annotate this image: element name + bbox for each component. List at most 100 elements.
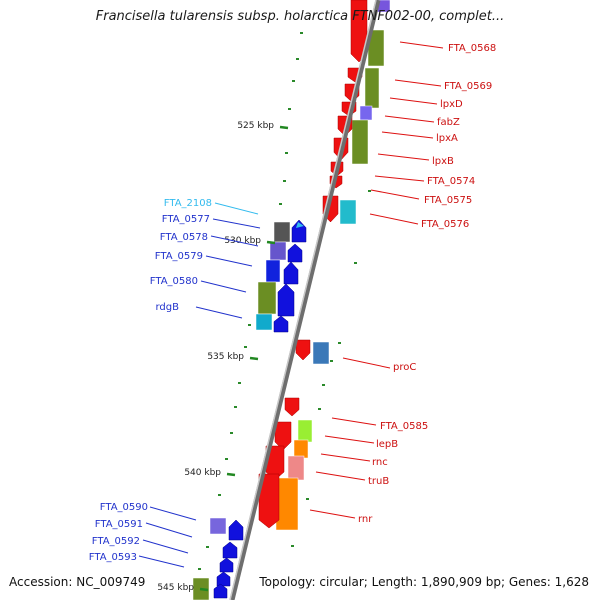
gene-label-lpxd: lpxD [440,99,463,110]
kbp-tick-label: 545 kbp [157,583,194,593]
kbp-tick-label: 525 kbp [237,121,274,131]
gc-dots [198,32,371,570]
gene-label-fabz: fabZ [437,117,460,128]
gene-label-fta-0568: FTA_0568 [448,43,496,54]
gene-arrow-forward [295,339,311,361]
gene-label-fta-0591: FTA_0591 [95,519,143,530]
gene-label-lepb: lepB [376,439,398,450]
gene-arrow-reverse [287,243,303,263]
label-leader-line [320,453,371,462]
label-leader-line [331,417,377,426]
gc-dot [218,494,221,496]
gc-dot [283,180,286,182]
gene-arrow-forward [284,397,300,417]
label-leader-line [309,509,356,519]
gene-label-fta-0579: FTA_0579 [155,251,203,262]
gene-label-fta-0576: FTA_0576 [421,219,469,230]
gc-dot [306,498,309,500]
gene-label-fta-0585: FTA_0585 [380,421,428,432]
gene-arrow-reverse [273,315,289,333]
gc-dot [318,408,321,410]
gc-dot [248,324,251,326]
gene-label-fta-0577: FTA_0577 [162,214,210,225]
gc-dot [285,152,288,154]
feature-block [287,455,305,481]
gc-dot [230,432,233,434]
gc-dot [291,545,294,547]
label-leader-line [145,522,193,538]
kbp-tick-mark [226,472,236,477]
gc-dot [244,346,247,348]
feature-block [312,341,330,365]
gene-label-fta-2108: FTA_2108 [164,198,212,209]
gene-arrow-forward [258,473,280,529]
kbp-tick-mark [199,587,209,592]
gene-arrow-forward [274,421,292,451]
gene-label-fta-0569: FTA_0569 [444,81,492,92]
gc-dot [198,568,201,570]
label-leader-line [384,115,435,123]
gene-labels: FTA_0568 FTA_0569 lpxD fabZ lpxA lpxB FTA_0574… [89,43,496,563]
gene-label-fta-0593: FTA_0593 [89,552,137,563]
gc-dot [368,190,371,192]
gc-dot [338,342,341,344]
kbp-tick-mark [279,125,289,130]
label-leader-line [342,357,391,369]
feature-block [209,517,227,535]
gc-dot [292,80,295,82]
gene-label-trub: truB [368,476,389,487]
gene-label-fta-0590: FTA_0590 [100,502,148,513]
label-leader-line [324,435,375,444]
label-leader-line [369,213,419,225]
kbp-tick-label: 530 kbp [224,236,261,246]
gene-arrow-reverse [222,541,238,559]
accession-text: Accession: NC_009749 [9,575,146,589]
gc-dot [330,360,333,362]
kbp-tick-mark [249,356,259,361]
gene-arrow-reverse [283,261,299,285]
label-leader-line [149,506,197,521]
label-leader-line [377,153,430,161]
gc-dot [279,203,282,205]
feature-block [265,259,281,283]
kbp-tick-mark [266,240,276,245]
gene-label-fta-0578: FTA_0578 [160,232,208,243]
kbp-tick-label: 540 kbp [184,468,221,478]
label-leader-line [381,131,434,139]
feature-block [359,105,373,121]
topology-text: Topology: circular; Length: 1,890,909 bp… [259,575,589,589]
label-leader-line [214,202,259,215]
gene-label-proc: proC [393,362,416,373]
label-leader-line [200,280,247,293]
feature-block [269,241,287,261]
gene-arrow-reverse [219,557,234,573]
label-leader-line [374,175,425,182]
gene-arrow-reverse [228,519,244,541]
gc-dot [234,406,237,408]
backbone-line [229,0,381,600]
feature-block [339,199,357,225]
feature-block [293,439,309,459]
label-leader-line [370,189,420,200]
gene-label-fta-0592: FTA_0592 [92,536,140,547]
gene-label-lpxa: lpxA [436,133,458,144]
label-leader-line [389,97,438,105]
gene-label-rnr: rnr [358,514,373,525]
feature-block [257,281,277,315]
label-leader-line [315,471,366,481]
gene-arrow-reverse [213,583,228,599]
gc-dot [206,546,209,548]
feature-block [351,119,369,165]
feature-block [275,477,299,531]
label-leader-line [205,255,253,267]
label-leader-line [212,218,261,229]
label-leader-line [399,41,444,49]
label-leader-line [210,235,259,247]
gene-label-rnc: rnc [372,457,388,468]
gene-label-fta-0574: FTA_0574 [427,176,475,187]
gene-label-fta-0580: FTA_0580 [150,276,198,287]
kbp-ticks: 525 kbp 530 kbp 535 kbp 540 kbp 545 kbp [157,121,289,593]
gc-dot [322,384,325,386]
kbp-tick-label: 535 kbp [207,352,244,362]
